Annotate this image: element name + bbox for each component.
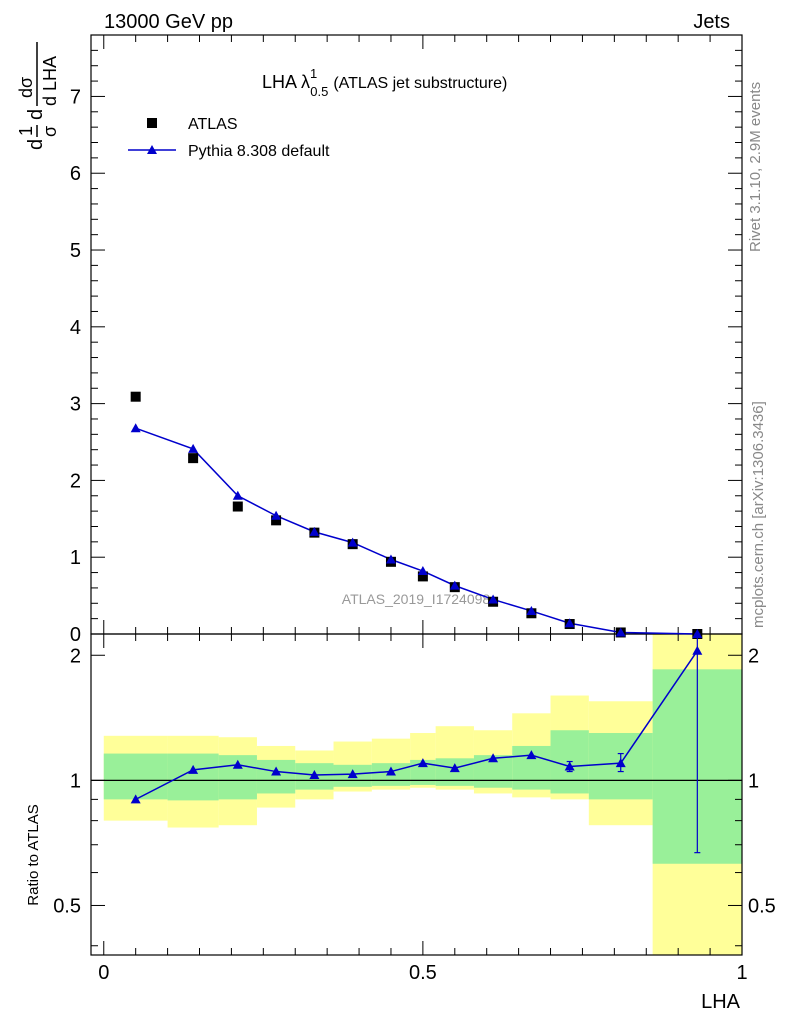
pythia-point <box>232 490 243 500</box>
ylabel-d1: d <box>25 139 47 150</box>
x-axis-label: LHA <box>701 991 741 1013</box>
ratio-ytick-label-right: 1 <box>748 770 759 792</box>
ratio-point <box>526 750 537 760</box>
pythia-point <box>564 618 575 628</box>
legend: ATLAS Pythia 8.308 default <box>128 116 330 160</box>
pythia-point <box>417 566 428 576</box>
ratio-point <box>692 645 703 655</box>
main-panel-axes: 0 1 2 3 4 5 6 7 <box>70 34 743 646</box>
ratio-point <box>564 761 575 771</box>
main-ytick-label: 3 <box>70 394 81 416</box>
site-label: mcplots.cern.ch [arXiv:1306.3436] <box>750 401 767 628</box>
pythia-point <box>309 526 320 536</box>
ratio-point <box>449 763 460 773</box>
main-ytick-label: 6 <box>70 163 81 185</box>
version-label: Rivet 3.1.10, 2.9M events <box>747 82 764 252</box>
main-ytick-label: 4 <box>70 317 81 339</box>
pythia-point <box>130 423 141 433</box>
main-ytick-label: 7 <box>70 86 81 108</box>
ratio-point <box>615 758 626 768</box>
atlas-data-point <box>417 571 428 582</box>
main-panel-series <box>130 391 703 639</box>
legend-marker-pythia <box>147 145 157 154</box>
pythia-point <box>347 537 358 547</box>
atlas-data-point <box>232 501 243 512</box>
legend-label-atlas: ATLAS <box>188 116 238 133</box>
legend-label-pythia: Pythia 8.308 default <box>188 143 330 160</box>
pythia-point <box>449 580 460 590</box>
ratio-panel-series <box>130 633 703 854</box>
ratio-point <box>417 758 428 768</box>
ratio-point <box>130 794 141 804</box>
pythia-point <box>271 510 282 520</box>
ratio-point <box>488 753 499 763</box>
ratio-panel-axes: 0.5 0.5 1 1 2 2 0 0.5 1 <box>53 633 776 984</box>
main-ytick-label: 5 <box>70 240 81 262</box>
atlas-data-point <box>130 391 141 402</box>
ratio-line <box>135 650 698 801</box>
main-title-main: LHA λ <box>262 72 310 92</box>
ratio-point <box>271 766 282 776</box>
ylabel-num2: dσ <box>16 77 36 98</box>
ratio-ytick-label-right: 2 <box>748 645 759 667</box>
inner-band-3 <box>256 759 296 794</box>
ratio-point <box>309 770 320 780</box>
ratio-ytick-label-left: 1 <box>70 770 81 792</box>
pythia-point <box>188 443 199 453</box>
ratio-xtick-label: 0 <box>98 962 109 984</box>
header-left-label: 13000 GeV pp <box>104 11 233 33</box>
pythia-point <box>526 605 537 615</box>
pythia-point <box>385 554 396 564</box>
ratio-frame <box>90 633 743 956</box>
pythia-point <box>615 627 626 637</box>
atlas-data-point <box>188 453 199 464</box>
ylabel-d2: d <box>25 109 47 120</box>
pythia-line <box>135 427 698 635</box>
pythia-point <box>488 594 499 604</box>
main-title-sup: 1 <box>310 66 317 81</box>
ylabel-den1: σ <box>40 126 60 137</box>
main-ylabel: d 1 σ d dσ d LHA <box>16 42 60 150</box>
ratio-point <box>188 764 199 774</box>
ratio-point <box>347 769 358 779</box>
ratio-ytick-label-right: 0.5 <box>748 895 776 917</box>
main-ytick-label: 2 <box>70 470 81 492</box>
ratio-point <box>232 759 243 769</box>
header-right-label: Jets <box>693 11 730 33</box>
analysis-watermark: ATLAS_2019_I1724098 <box>342 591 491 607</box>
inner-band-1 <box>167 753 219 801</box>
ratio-ytick-label-left: 2 <box>70 645 81 667</box>
ylabel-den2: d LHA <box>40 56 60 106</box>
ylabel-num1: 1 <box>16 126 36 136</box>
ratio-uncertainty-bands <box>103 634 742 955</box>
inner-band-0 <box>103 753 168 800</box>
main-ytick-label: 0 <box>70 624 81 646</box>
ratio-ylabel: Ratio to ATLAS <box>25 804 42 905</box>
main-title: LHA λ1 0.5 (ATLAS jet substructure) <box>262 66 507 99</box>
legend-marker-atlas <box>147 118 157 128</box>
ratio-point <box>385 766 396 776</box>
ratio-xtick-label: 1 <box>736 962 747 984</box>
main-title-tail: (ATLAS jet substructure) <box>333 75 507 92</box>
main-ytick-label: 1 <box>70 547 81 569</box>
ratio-xtick-label: 0.5 <box>409 962 437 984</box>
ratio-ytick-label-left: 0.5 <box>53 895 81 917</box>
atlas-data-point <box>271 515 282 526</box>
main-title-sub: 0.5 <box>310 84 328 99</box>
